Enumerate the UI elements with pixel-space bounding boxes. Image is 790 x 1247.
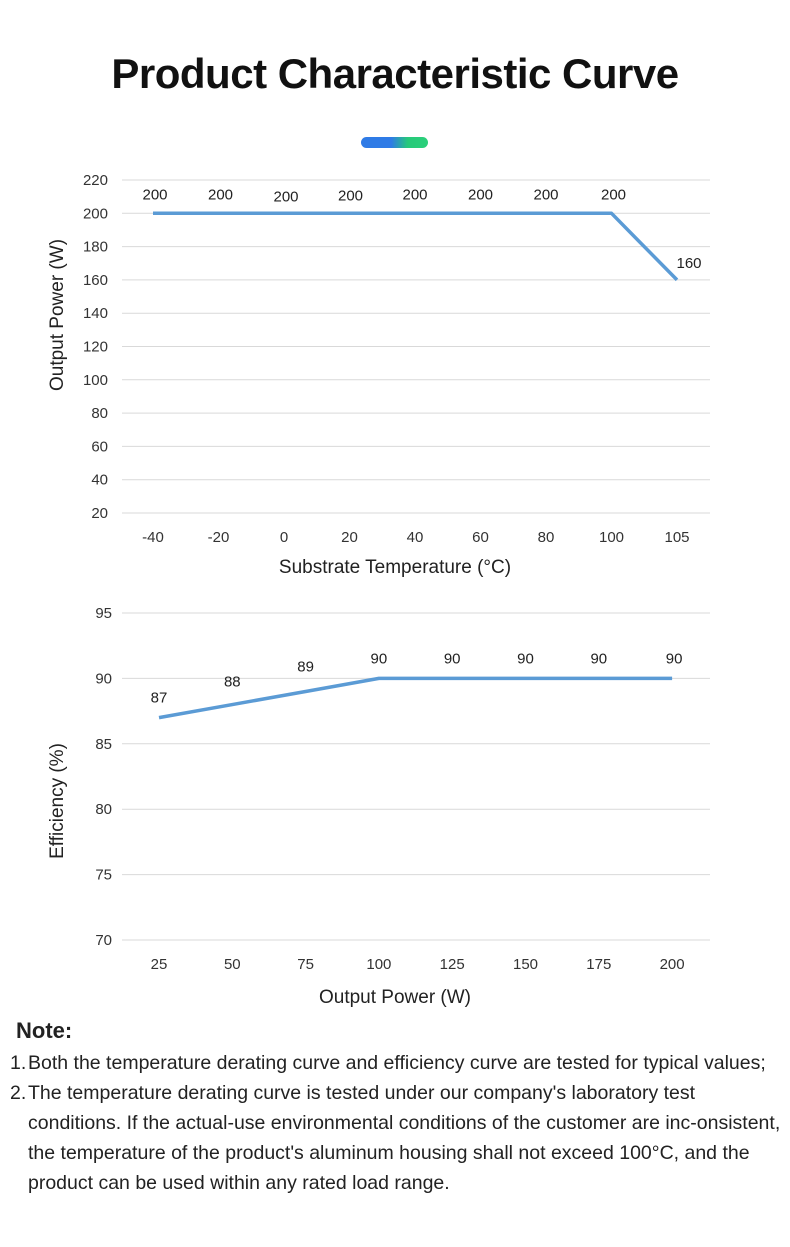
x-tick-label: 75 [297,956,314,973]
x-tick-label: -40 [142,529,164,546]
note-item: 2. The temperature derating curve is tes… [10,1078,790,1198]
y-tick-label: 40 [91,472,108,489]
series-line [153,211,679,282]
note-item: 1. Both the temperature derating curve a… [10,1048,790,1078]
y-tick-label: 70 [95,932,112,949]
x-tick-label: 20 [341,529,358,546]
y-tick-label: 140 [83,305,108,322]
y-tick-label: 80 [91,405,108,422]
temperature-derating-chart: 20 40 60 80 100 120 140 160 180 200 220 -40 -20 0 20 40… [47,172,710,578]
x-axis-title: Substrate Temperature (°C) [279,557,511,578]
note-section: Note: 1. Both the temperature derating c… [10,1018,790,1198]
y-tick-label: 60 [91,438,108,455]
note-list: 1. Both the temperature derating curve a… [10,1048,790,1198]
x-tick-label: 0 [280,529,288,546]
x-tick-label: 25 [151,956,168,973]
y-tick-label: 180 [83,239,108,256]
x-tick-label: 60 [472,529,489,546]
y-tick-label: 75 [95,867,112,884]
series-line [158,676,673,720]
x-tick-label: 50 [224,956,241,973]
y-tick-label: 20 [91,505,108,522]
data-label: 200 [402,186,427,203]
x-tick-label: -20 [208,529,230,546]
data-label: 89 [297,658,314,675]
data-label: 88 [224,674,241,691]
data-label: 90 [666,650,683,667]
y-tick-label: 80 [95,801,112,818]
x-tick-label: 80 [538,529,555,546]
note-item-number: 1. [10,1052,27,1074]
data-label: 90 [517,650,534,667]
y-tick-label: 160 [83,272,108,289]
x-tick-label: 150 [513,956,538,973]
data-label: 87 [151,690,168,707]
page-title: Product Characteristic Curve [111,50,679,97]
note-heading: Note: [16,1018,73,1043]
data-label: 200 [273,188,298,205]
y-tick-label: 200 [83,205,108,222]
y-tick-label: 85 [95,736,112,753]
x-tick-label: 175 [586,956,611,973]
title-accent-bar [361,137,428,148]
data-label: 90 [444,650,461,667]
data-label: 160 [676,255,701,272]
y-tick-label: 90 [95,670,112,687]
x-tick-label: 100 [599,529,624,546]
data-label: 200 [601,186,626,203]
data-label: 90 [590,650,607,667]
x-axis-title: Output Power (W) [319,987,471,1008]
note-item-text: Both the temperature derating curve and … [28,1052,766,1074]
data-label: 90 [371,650,388,667]
x-tick-label: 200 [660,956,685,973]
data-label: 200 [468,186,493,203]
x-tick-label: 125 [440,956,465,973]
data-label: 200 [208,186,233,203]
x-tick-label: 100 [366,956,391,973]
data-label: 200 [338,187,363,204]
y-axis-title: Output Power (W) [47,239,68,391]
y-tick-label: 100 [83,372,108,389]
data-label: 200 [533,186,558,203]
note-item-number: 2. [10,1082,27,1104]
x-tick-label: 105 [664,529,689,546]
y-axis-title: Efficiency (%) [47,743,68,859]
note-item-text: The temperature derating curve is tested… [28,1082,781,1194]
x-tick-label: 40 [407,529,424,546]
y-tick-label: 220 [83,172,108,189]
efficiency-chart: 70 75 80 85 90 95 25 50 75 100 125 150 175 200 87 88 89 9… [47,605,710,1008]
data-label: 200 [142,186,167,203]
y-tick-label: 95 [95,605,112,622]
y-tick-label: 120 [83,339,108,356]
